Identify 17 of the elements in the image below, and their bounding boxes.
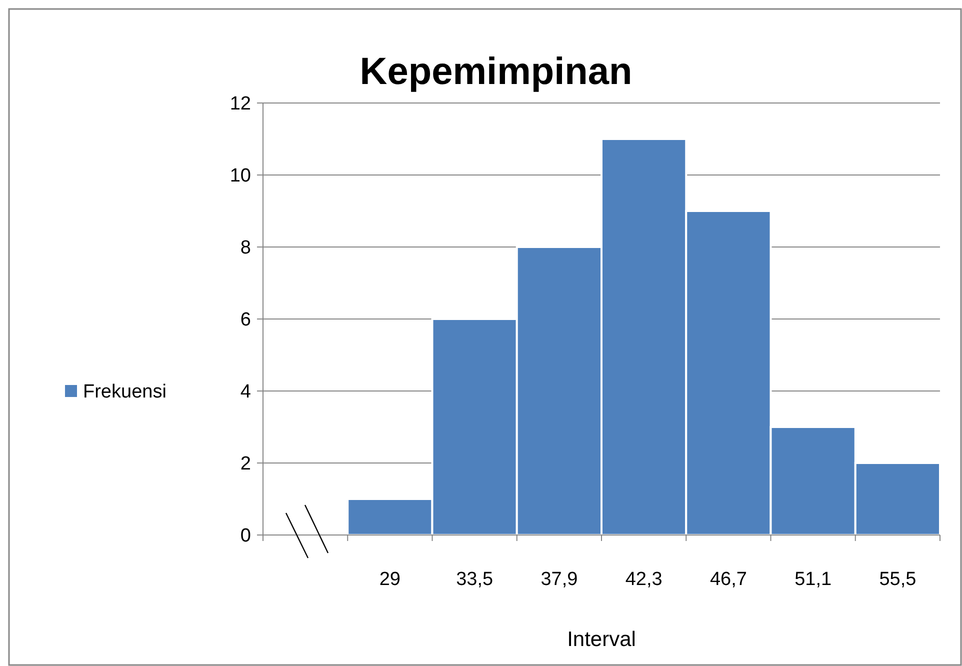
y-tick-label: 6 — [240, 310, 251, 331]
chart-title: Kepemimpinan — [360, 51, 632, 93]
y-tick-label: 0 — [240, 526, 251, 547]
x-tick-label: 51,1 — [794, 569, 832, 590]
y-tick-label: 10 — [230, 166, 251, 187]
x-tick-label: 33,5 — [456, 569, 494, 590]
y-tick-label: 8 — [240, 238, 251, 259]
y-tick-label: 12 — [230, 94, 251, 115]
x-tick-label: 46,7 — [710, 569, 747, 590]
legend-label: Frekuensi — [83, 382, 166, 403]
x-tick-label: 29 — [379, 569, 401, 590]
x-tick-label: 55,5 — [879, 569, 916, 590]
y-tick-label: 4 — [240, 382, 252, 403]
y-tick-label: 2 — [240, 454, 251, 475]
x-tick-label: 37,9 — [540, 569, 578, 590]
x-tick-label: 42,3 — [625, 569, 662, 590]
x-axis-title: Interval — [567, 628, 636, 651]
